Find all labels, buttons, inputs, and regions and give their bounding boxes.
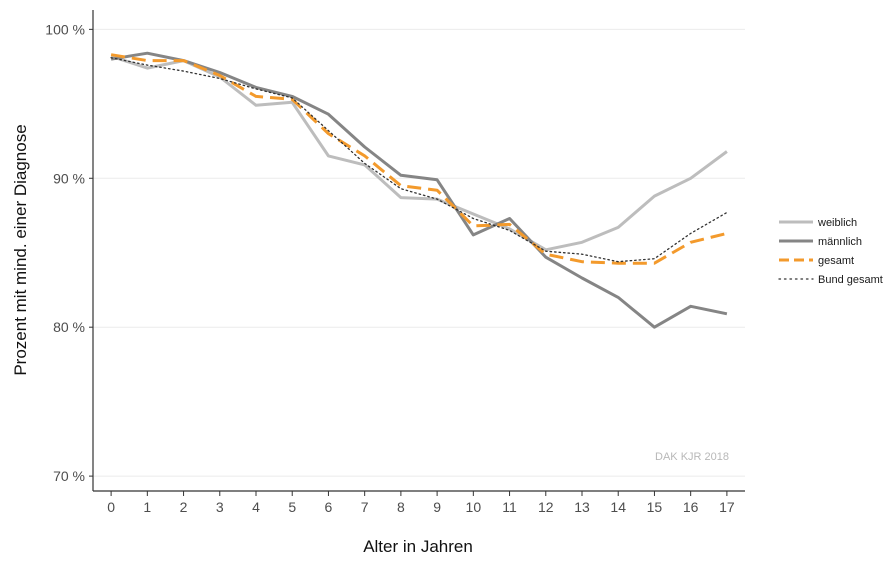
axes [89,10,745,496]
x-tick-label: 8 [397,499,405,515]
x-tick-label: 6 [325,499,333,515]
series-line-maennlich [110,51,728,329]
legend-label: gesamt [818,255,854,267]
series-line-bund-gesamt [110,57,728,263]
x-tick-label: 5 [288,499,296,515]
legend: weiblich männlich gesamt Bund gesamt [778,217,883,286]
x-tick-label: 16 [683,499,699,515]
x-tick-label: 7 [361,499,369,515]
series-line-gesamt [110,53,728,265]
y-axis-label: Prozent mit mind. einer Diagnose [11,124,30,375]
x-tick-label: 3 [216,499,224,515]
x-tick-label: 17 [719,499,735,515]
y-tick-label: 70 % [53,468,85,484]
legend-label: männlich [818,236,862,248]
x-axis-label: Alter in Jahren [363,537,473,556]
series-lines [110,51,728,329]
tick-labels: 70 %80 %90 %100 %0 1 2 3 4 5 6 7 8 9 10 11 12 13 14 15 1… [45,21,735,515]
x-tick-label: 4 [252,499,260,515]
x-tick-label: 1 [143,499,151,515]
x-tick-label: 14 [610,499,626,515]
x-tick-label: 9 [433,499,441,515]
x-tick-label: 10 [466,499,482,515]
x-tick-label: 15 [647,499,663,515]
legend-label: Bund gesamt [818,274,883,286]
x-tick-label: 2 [180,499,188,515]
y-tick-label: 90 % [53,170,85,186]
x-tick-label: 12 [538,499,554,515]
annotation-source: DAK KJR 2018 [655,451,729,463]
y-tick-label: 100 % [45,21,85,37]
legend-label: weiblich [817,217,857,229]
gridlines [93,28,745,477]
x-tick-label: 11 [502,499,517,515]
series-line-weiblich [110,54,728,252]
x-tick-label: 13 [574,499,590,515]
x-tick-label: 0 [107,499,115,515]
y-tick-label: 80 % [53,319,85,335]
